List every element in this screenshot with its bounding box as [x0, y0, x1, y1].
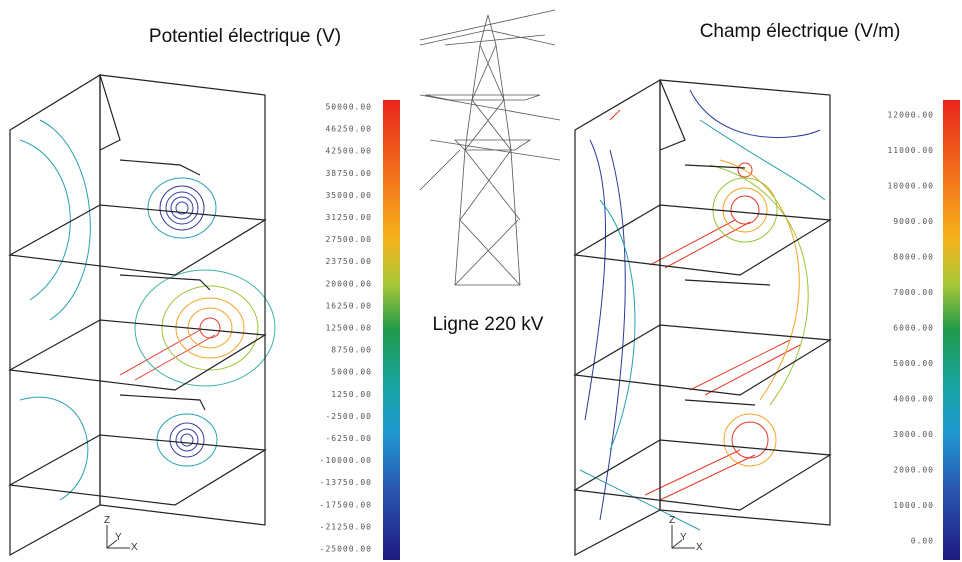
- colorbar-label: 10000.00: [887, 182, 934, 191]
- axis-triad-right: Z Y X: [669, 515, 703, 553]
- axis-x: X: [131, 542, 138, 553]
- left-colorbar: [383, 100, 400, 560]
- axis-y: Y: [680, 532, 687, 543]
- colorbar-label: 4000.00: [893, 395, 934, 404]
- colorbar-label: 5000.00: [893, 359, 934, 368]
- tower: [420, 10, 560, 285]
- colorbar-label: 8750.00: [331, 346, 372, 355]
- colorbar-label: 31250.00: [325, 213, 372, 222]
- axis-y: Y: [115, 532, 122, 543]
- colorbar-label: 42500.00: [325, 147, 372, 156]
- colorbar-label: -17500.00: [320, 500, 372, 509]
- colorbar-label: 1000.00: [893, 501, 934, 510]
- colorbar-label: 50000.00: [325, 103, 372, 112]
- axis-x: X: [696, 542, 703, 553]
- colorbar-label: 23750.00: [325, 257, 372, 266]
- colorbar-label: 35000.00: [325, 191, 372, 200]
- colorbar-label: 27500.00: [325, 235, 372, 244]
- colorbar-label: 2000.00: [893, 466, 934, 475]
- tower-label: Ligne 220 kV: [433, 314, 544, 335]
- colorbar-label: -2500.00: [325, 412, 372, 421]
- colorbar-label: -10000.00: [320, 456, 372, 465]
- colorbar-label: 20000.00: [325, 279, 372, 288]
- colorbar-label: 6000.00: [893, 324, 934, 333]
- colorbar-label: 5000.00: [331, 368, 372, 377]
- colorbar-label: 16250.00: [325, 301, 372, 310]
- colorbar-label: 0.00: [911, 537, 934, 546]
- colorbar-label: 12500.00: [325, 324, 372, 333]
- colorbar-label: 8000.00: [893, 253, 934, 262]
- right-colorbar: [943, 100, 960, 560]
- colorbar-label: 11000.00: [887, 146, 934, 155]
- figure: Potentiel électrique (V) Champ électriqu…: [0, 0, 962, 562]
- axis-z: Z: [104, 515, 110, 526]
- axis-triad-left: Z Y X: [104, 515, 138, 553]
- colorbar-label: 1250.00: [331, 390, 372, 399]
- colorbar-label: -6250.00: [325, 434, 372, 443]
- colorbar-label: 46250.00: [325, 125, 372, 134]
- colorbar-label: -13750.00: [320, 478, 372, 487]
- colorbar-label: 12000.00: [887, 111, 934, 120]
- colorbar-label: 38750.00: [325, 169, 372, 178]
- colorbar-label: -25000.00: [320, 545, 372, 554]
- right-title: Champ électrique (V/m): [700, 21, 901, 42]
- axis-z: Z: [669, 515, 675, 526]
- colorbar-label: 7000.00: [893, 288, 934, 297]
- colorbar-label: -21250.00: [320, 522, 372, 531]
- colorbar-label: 3000.00: [893, 430, 934, 439]
- colorbar-label: 9000.00: [893, 217, 934, 226]
- left-title: Potentiel électrique (V): [149, 26, 341, 47]
